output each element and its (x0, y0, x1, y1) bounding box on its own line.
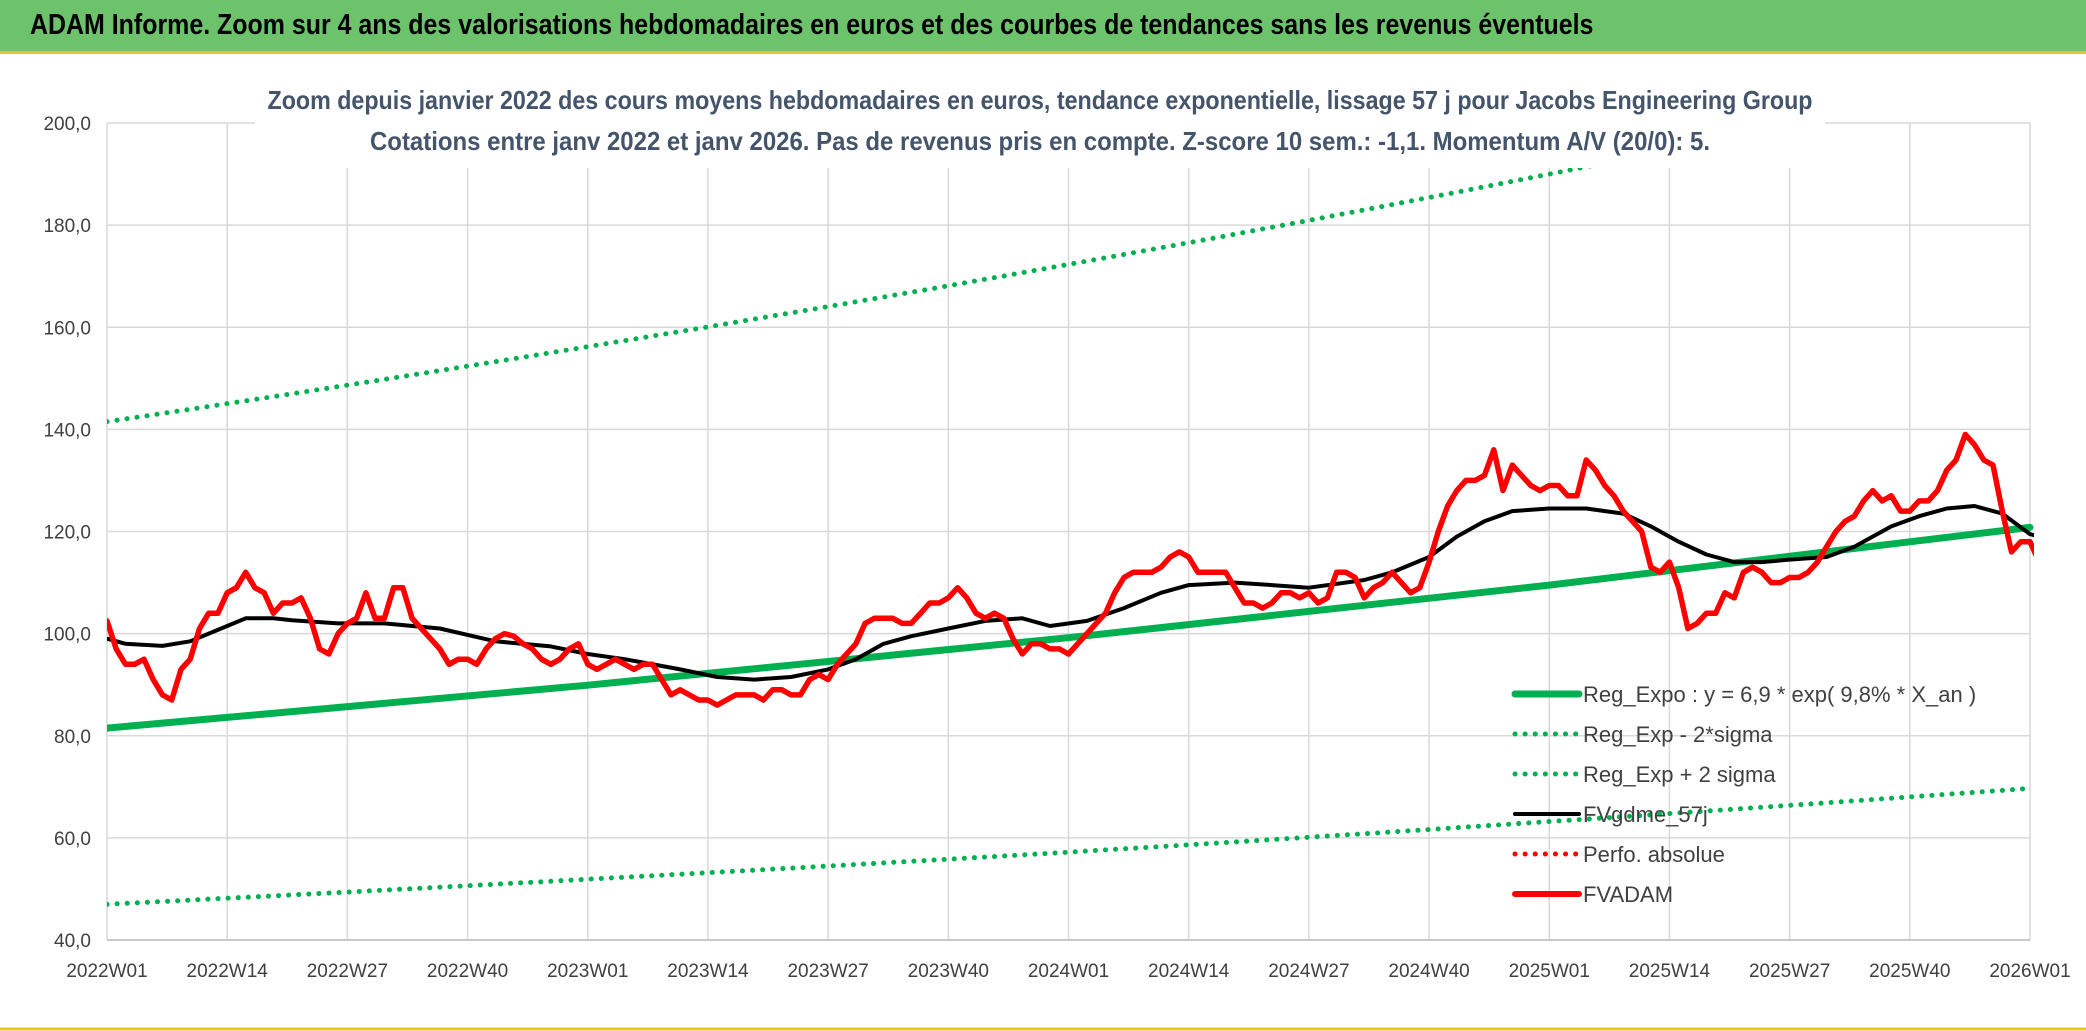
y-tick-label: 80,0 (54, 727, 91, 748)
x-tick-label: 2022W14 (187, 961, 269, 982)
x-tick-label: 2025W01 (1509, 961, 1590, 982)
y-tick-label: 200,0 (43, 114, 91, 135)
x-tick-label: 2026W01 (1989, 961, 2070, 982)
x-tick-label: 2024W01 (1028, 961, 1109, 982)
series-line-fvadam (107, 431, 2034, 708)
subtitle-layer: Zoom depuis janvier 2022 des cours moyen… (255, 76, 1825, 168)
x-tick-label: 2022W01 (66, 961, 147, 982)
x-tick-label: 2024W27 (1268, 961, 1349, 982)
legend-label: FVADAM (1583, 882, 1673, 907)
y-tick-label: 100,0 (43, 625, 91, 646)
series-line-reg-expo-y-6-9-exp-9-8-x-an (107, 523, 2034, 732)
x-tick-label: 2022W40 (427, 961, 508, 982)
legend-label: FVgdme_57j (1583, 802, 1708, 827)
banner-title: ADAM Informe. Zoom sur 4 ans des valoris… (30, 9, 1594, 41)
x-tick-label: 2025W40 (1869, 961, 1950, 982)
x-tick-label: 2024W40 (1388, 961, 1469, 982)
axis-layer: 200,0 180,0 160,0 140,0 120,0 100,0 80,0 60,0 40… (43, 114, 2070, 982)
y-tick-label: 60,0 (54, 829, 91, 850)
chart-background (0, 54, 2086, 1031)
chart-title: Zoom depuis janvier 2022 des cours moyen… (268, 85, 1813, 115)
x-tick-label: 2023W40 (908, 961, 989, 982)
y-tick-label: 160,0 (43, 318, 91, 339)
x-tick-label: 2023W27 (787, 961, 868, 982)
series-line-reg-exp-2-sigma (107, 785, 2033, 907)
subtitle-backdrop (255, 76, 1825, 168)
x-tick-label: 2023W14 (667, 961, 749, 982)
x-tick-label: 2025W27 (1749, 961, 1830, 982)
legend-label: Reg_Exp + 2 sigma (1583, 762, 1776, 787)
legend-label: Reg_Exp - 2*sigma (1583, 722, 1773, 747)
legend-label: Reg_Expo : y = 6,9 * exp( 9,8% * X_an ) (1583, 682, 1976, 707)
y-tick-label: 120,0 (43, 523, 91, 544)
series-line-fvgdme-57j (107, 504, 2034, 682)
legend: Reg_Expo : y = 6,9 * exp( 9,8% * X_an ) R… (1511, 682, 1976, 907)
x-tick-label: 2023W01 (547, 961, 628, 982)
x-tick-label: 2024W14 (1148, 961, 1230, 982)
legend-label: Perfo. absolue (1583, 842, 1725, 867)
y-tick-label: 40,0 (54, 931, 91, 952)
x-tick-label: 2022W27 (307, 961, 388, 982)
y-tick-label: 180,0 (43, 216, 91, 237)
header-banner: ADAM Informe. Zoom sur 4 ans des valoris… (0, 0, 2086, 54)
chart-subtitle: Cotations entre janv 2022 et janv 2026. … (370, 126, 1710, 156)
x-tick-label: 2025W14 (1629, 961, 1711, 982)
y-tick-label: 140,0 (43, 420, 91, 441)
